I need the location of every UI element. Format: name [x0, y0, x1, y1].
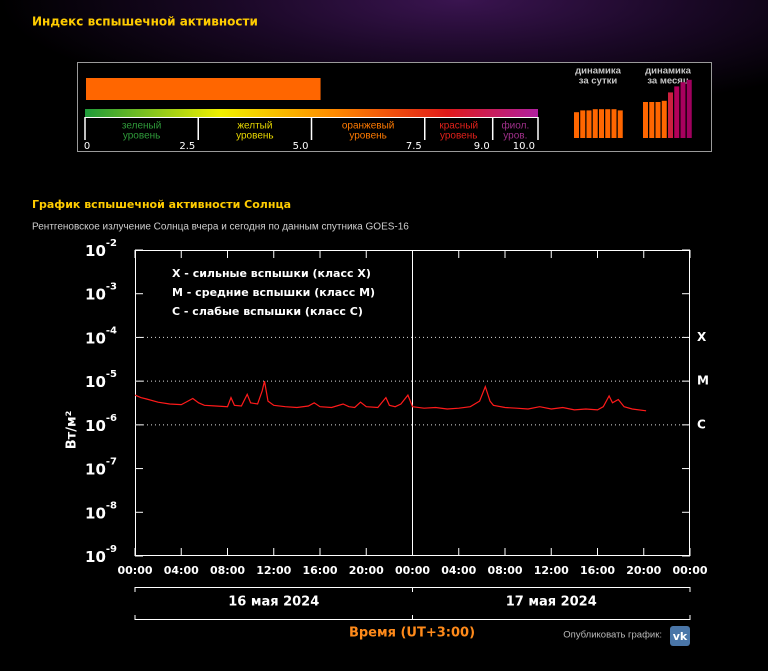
scale-gradient	[85, 109, 538, 117]
x-tick-label: 00:00	[117, 564, 152, 577]
x-tick-label: 08:00	[210, 564, 245, 577]
chart-subtitle: Рентгеновское излучение Солнца вчера и с…	[32, 222, 409, 233]
x-tick-label: 00:00	[672, 564, 707, 577]
x-tick-label: 08:00	[487, 564, 522, 577]
dynamics-bar	[655, 102, 661, 138]
y-tick-label: 10-3	[85, 282, 117, 304]
legend-text: X - сильные вспышки (класс X)	[172, 267, 371, 280]
dynamics-bar	[611, 109, 617, 138]
dynamics-bar	[643, 102, 648, 138]
vk-button[interactable]	[670, 626, 690, 646]
dynamics-bar	[592, 109, 598, 138]
dynamics-bar	[674, 86, 680, 138]
dynamics-bar	[649, 102, 655, 138]
level-label: уров.	[503, 131, 527, 142]
x-axis-label: Время (UT+3:00)	[349, 626, 475, 641]
dynamics-bar	[580, 110, 586, 138]
day-label: 17 мая 2024	[506, 595, 597, 610]
y-tick-label: 10-5	[85, 369, 117, 391]
dynamics-title: за сутки	[579, 76, 618, 87]
class-label: X	[697, 330, 707, 344]
scale-tick-label: 0	[84, 141, 90, 152]
scale-tick-label: 5.0	[293, 141, 309, 152]
y-tick-label: 10-2	[85, 238, 117, 260]
chart-title: График вспышечной активности Солнца	[32, 198, 291, 211]
dynamics-bar	[680, 82, 686, 138]
y-tick-label: 10-8	[85, 500, 117, 522]
y-axis-label: Вт/м²	[65, 411, 80, 450]
legend-text: C - слабые вспышки (класс C)	[172, 305, 363, 318]
scale-tick-label: 7.5	[406, 141, 422, 152]
index-bar	[86, 78, 321, 100]
flux-line	[134, 380, 647, 412]
dynamics-bar	[605, 109, 611, 138]
dynamics-bar	[668, 92, 673, 138]
legend-text: M - средние вспышки (класс M)	[172, 286, 375, 299]
level-label: красный	[439, 121, 478, 132]
dynamics-bar	[617, 110, 623, 138]
level-label: уровень	[123, 131, 161, 142]
scale-tick-label: 9.0	[474, 141, 490, 152]
dynamics-bar	[661, 100, 667, 138]
dynamics-title: динамика	[575, 66, 622, 77]
level-label: фиол.	[501, 120, 529, 132]
level-label: уровень	[440, 131, 478, 142]
x-tick-label: 04:00	[164, 564, 199, 577]
dynamics-bar	[586, 110, 592, 138]
dynamics-bar	[599, 109, 604, 138]
class-label: M	[697, 374, 709, 388]
class-label: C	[697, 417, 706, 431]
vk-icon-text[interactable]: vk	[673, 630, 688, 643]
level-label: желтый	[237, 121, 272, 132]
dynamics-title: за месяц	[647, 76, 689, 87]
level-label: уровень	[236, 131, 274, 142]
scale-tick-label: 10.0	[513, 141, 535, 152]
dynamics-title: динамика	[645, 66, 692, 77]
x-tick-label: 00:00	[395, 564, 430, 577]
y-tick-label: 10-6	[85, 413, 117, 435]
x-tick-label: 16:00	[302, 564, 337, 577]
y-tick-label: 10-4	[85, 325, 117, 347]
share-label: Опубликовать график:	[563, 630, 662, 641]
scale-tick-label: 2.5	[179, 141, 195, 152]
level-label: зеленый	[122, 121, 161, 132]
dynamics-bar	[686, 79, 692, 138]
x-tick-label: 20:00	[626, 564, 661, 577]
page-title: Индекс вспышечной активности	[32, 15, 258, 29]
level-label: оранжевый	[342, 121, 395, 132]
dynamics-bar	[574, 112, 579, 138]
x-tick-label: 12:00	[256, 564, 291, 577]
x-tick-label: 12:00	[534, 564, 569, 577]
y-tick-label: 10-9	[85, 544, 117, 566]
day-label: 16 мая 2024	[228, 595, 319, 610]
x-tick-label: 16:00	[580, 564, 615, 577]
y-tick-label: 10-7	[85, 457, 117, 479]
level-label: уровень	[349, 131, 387, 142]
x-tick-label: 20:00	[349, 564, 384, 577]
x-tick-label: 04:00	[441, 564, 476, 577]
